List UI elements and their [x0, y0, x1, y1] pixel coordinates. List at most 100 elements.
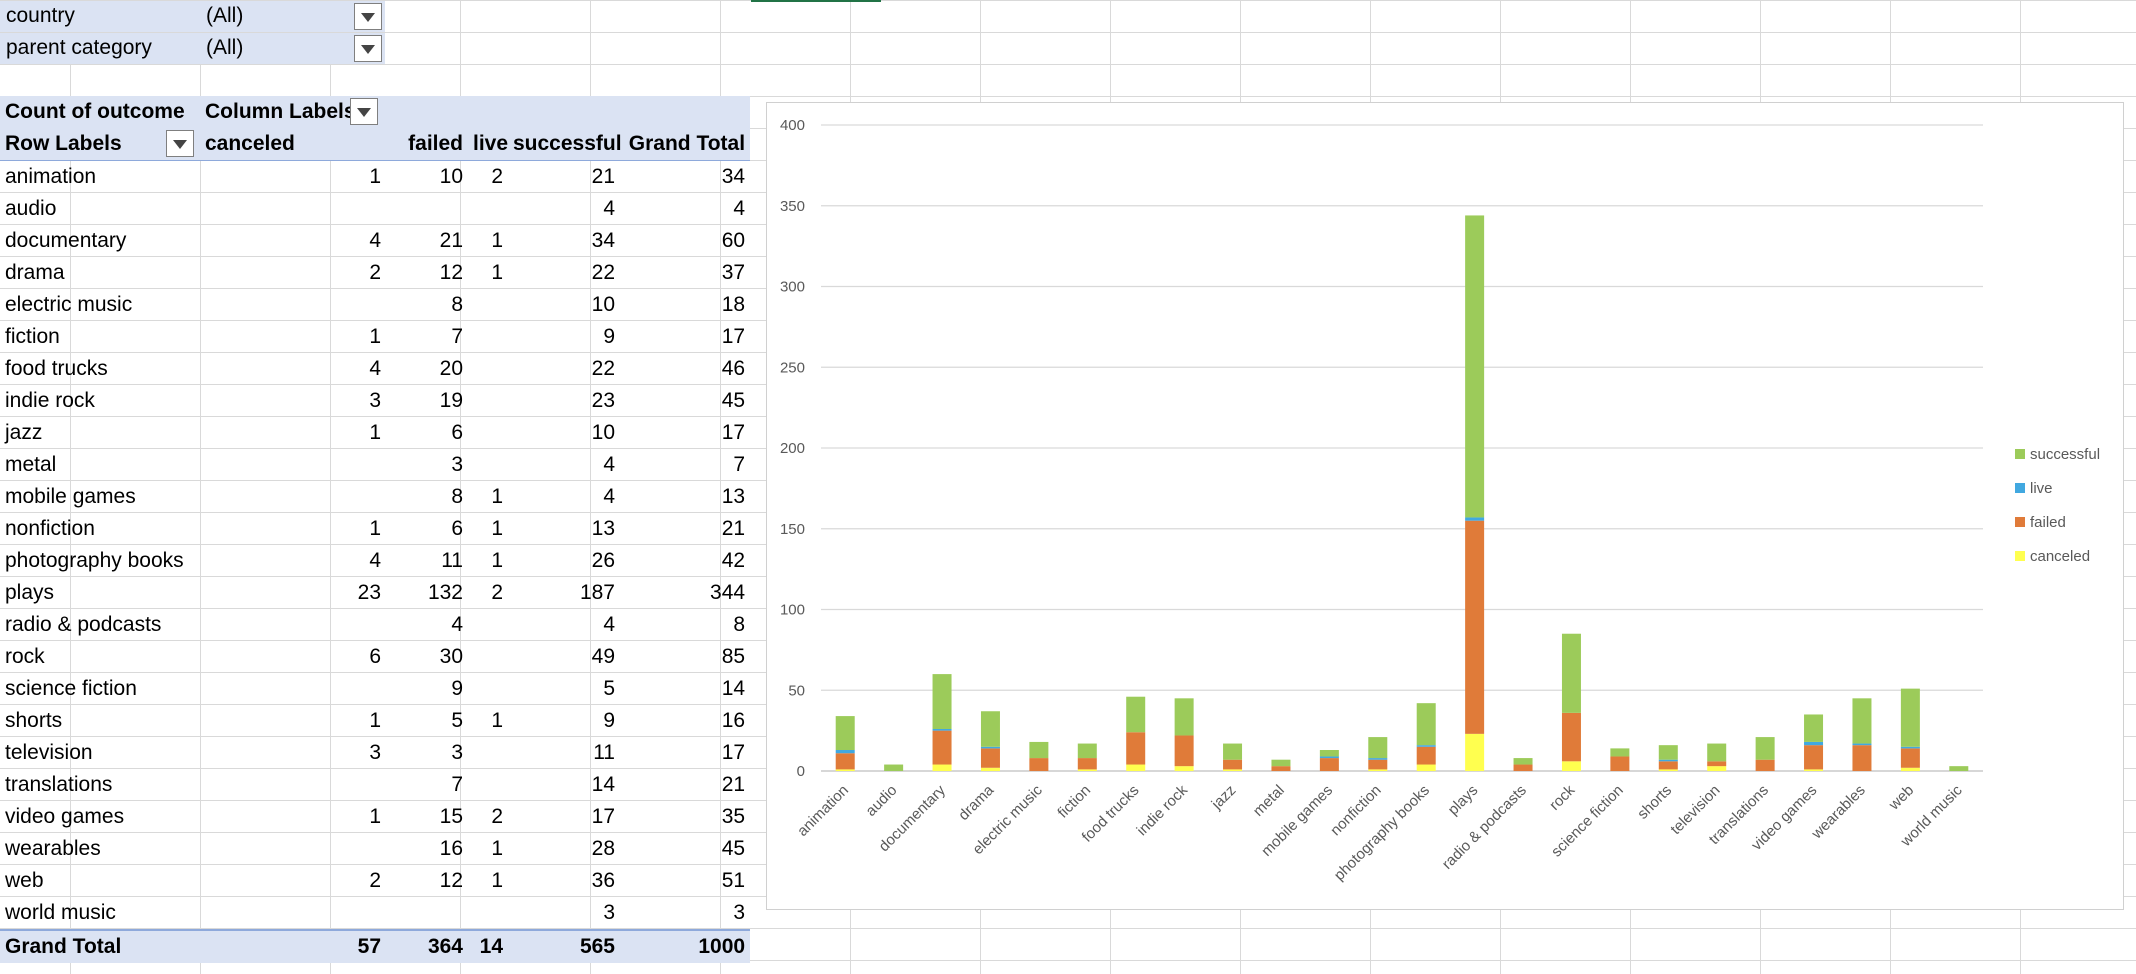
bar-canceled [1368, 769, 1388, 771]
bar-failed [1077, 758, 1097, 770]
cell-canceled: 1 [369, 165, 381, 188]
pivot-header-row-1: Count of outcome Column Labels [0, 96, 751, 128]
cell-total: 17 [721, 741, 746, 764]
column-labels-dropdown[interactable] [350, 98, 378, 125]
bar-failed [1900, 748, 1920, 768]
bar-successful [1223, 743, 1243, 760]
table-row: electric music 8 10 18 [0, 289, 750, 321]
cell-successful: 28 [591, 837, 615, 860]
cell-canceled: 2 [369, 261, 381, 284]
cell-live [468, 193, 508, 225]
bar-live [835, 750, 855, 754]
bar-successful [1513, 758, 1533, 765]
selected-cell-indicator [751, 0, 881, 2]
bar-live [980, 746, 1000, 749]
x-tick-label: audio [862, 782, 900, 820]
row-label: web [5, 869, 44, 892]
stacked-bar-chart[interactable]: 0 50 100 150 200 250 300 350 400 animation audio do… [766, 102, 2124, 910]
bar-successful [1949, 766, 1969, 771]
cell-total: 35 [721, 805, 746, 828]
bar-failed [1755, 759, 1775, 771]
column-header-failed: failed [386, 128, 468, 161]
cell-total: 8 [733, 613, 746, 636]
bar-live [1416, 745, 1436, 747]
table-row: drama 2 12 1 22 37 [0, 257, 750, 289]
cell-total: 4 [733, 197, 746, 220]
cell-canceled [200, 769, 386, 801]
legend-swatch-successful [2015, 449, 2025, 459]
column-header-live: live [468, 128, 508, 161]
x-tick-label: jazz [1208, 782, 1240, 814]
cell-successful: 14 [591, 773, 615, 796]
legend-label-canceled: canceled [2030, 548, 2090, 565]
table-row: world music 3 3 [0, 897, 750, 930]
cell-successful: 10 [591, 293, 615, 316]
cell-total: 7 [733, 453, 746, 476]
cell-canceled [200, 449, 386, 481]
table-row: animation 1 10 2 21 34 [0, 161, 750, 194]
bar-canceled [932, 764, 952, 771]
cell-live: 1 [491, 869, 503, 892]
bar-successful [1271, 759, 1291, 767]
table-row: audio 4 4 [0, 193, 750, 225]
bar-successful [1610, 748, 1630, 757]
bar-failed [1029, 758, 1049, 771]
country-filter-dropdown[interactable] [354, 3, 382, 30]
bar-failed [1658, 761, 1678, 770]
row-label: food trucks [5, 357, 108, 380]
table-row: nonfiction 1 6 1 13 21 [0, 513, 750, 545]
bar-failed [1126, 732, 1146, 765]
row-labels-text: Row Labels [5, 132, 122, 155]
row-labels-header: Row Labels [0, 128, 200, 161]
x-tick-label: photography books [1331, 782, 1433, 884]
column-header-grand-total: Grand Total [620, 128, 751, 161]
bar-live [1319, 756, 1339, 759]
cell-live [468, 641, 508, 673]
bar-canceled [1804, 769, 1824, 771]
cell-live: 1 [491, 261, 503, 284]
row-label: wearables [5, 837, 101, 860]
cell-failed: 16 [439, 837, 463, 860]
table-row: food trucks 4 20 22 46 [0, 353, 750, 385]
grand-total-successful: 565 [508, 929, 620, 963]
table-row: wearables 16 1 28 45 [0, 833, 750, 865]
grand-total-overall: 1000 [620, 929, 751, 963]
bar-failed [1174, 735, 1194, 767]
y-tick-label: 350 [780, 198, 805, 215]
x-tick-label: web [1885, 782, 1917, 814]
cell-canceled: 4 [369, 229, 381, 252]
column-header-successful: successful [508, 128, 622, 161]
cell-live: 1 [491, 485, 503, 508]
bar-canceled [1416, 764, 1436, 771]
cell-total: 45 [721, 837, 746, 860]
bar-canceled [835, 769, 855, 771]
x-tick-label: rock [1546, 781, 1578, 813]
cell-successful: 187 [579, 581, 615, 604]
cell-failed: 10 [439, 165, 463, 188]
x-tick-label: metal [1250, 782, 1288, 820]
bar-live [932, 729, 952, 731]
cell-total: 60 [721, 229, 746, 252]
cell-failed [386, 897, 468, 930]
cell-live: 2 [491, 581, 503, 604]
legend-label-live: live [2030, 480, 2053, 497]
x-tick-label: fiction [1054, 782, 1094, 822]
cell-total: 37 [721, 261, 746, 284]
row-labels-dropdown[interactable] [166, 130, 194, 157]
bar-live [1804, 741, 1824, 746]
parent-category-filter-dropdown[interactable] [354, 35, 382, 62]
cell-canceled: 3 [369, 389, 381, 412]
table-row: video games 1 15 2 17 35 [0, 801, 750, 833]
bar-failed [932, 730, 952, 765]
cell-failed: 6 [451, 517, 463, 540]
row-label: fiction [5, 325, 60, 348]
cell-canceled: 4 [369, 549, 381, 572]
y-tick-label: 150 [780, 521, 805, 538]
cell-live [468, 321, 508, 353]
y-tick-label: 250 [780, 359, 805, 376]
bar-successful [1900, 688, 1920, 747]
row-label: documentary [5, 229, 127, 252]
cell-canceled [200, 289, 386, 321]
cell-failed: 5 [451, 709, 463, 732]
cell-successful: 36 [591, 869, 615, 892]
